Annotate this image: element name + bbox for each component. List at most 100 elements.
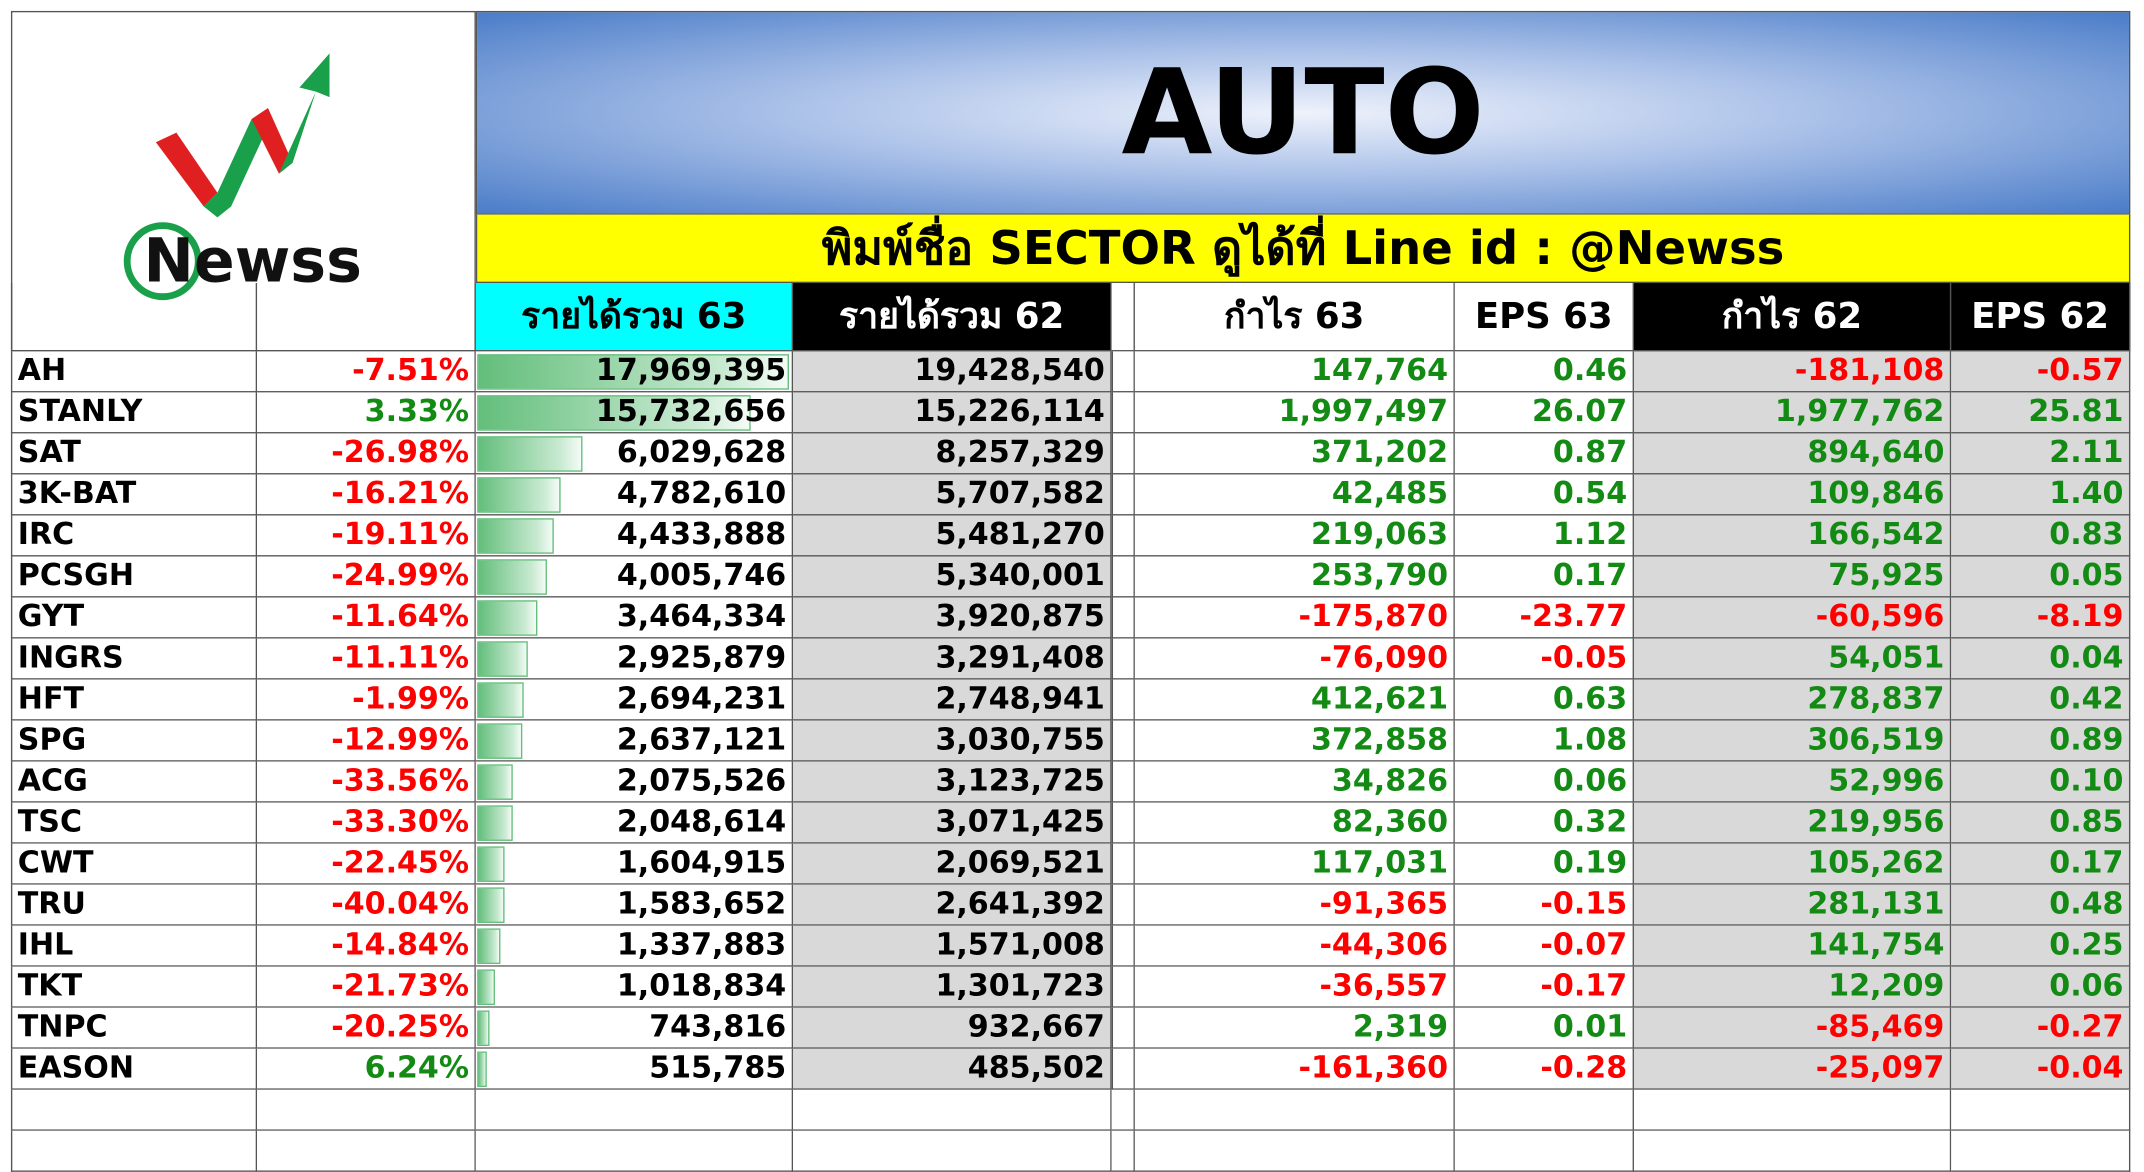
column-header: กำไร 63: [1134, 283, 1455, 352]
cell: -8.19: [1951, 597, 2131, 639]
data-bar: [477, 682, 524, 718]
cell: 0.42: [1951, 679, 2131, 721]
cell: 6,029,628: [475, 433, 794, 475]
cell: 1.12: [1454, 515, 1634, 557]
cell: 0.06: [1951, 966, 2131, 1008]
cell: 25.81: [1951, 392, 2131, 434]
row-name: TRU: [10, 884, 258, 926]
value: -175,870: [1298, 600, 1449, 635]
cell: 3,464,334: [475, 597, 794, 639]
value: 3,291,408: [935, 641, 1105, 676]
data-bar: [477, 1010, 491, 1047]
value: 5,481,270: [935, 518, 1105, 553]
ticker: PCSGH: [17, 559, 135, 594]
cell: 6.24%: [257, 1048, 476, 1090]
data-bar: [477, 887, 505, 923]
value: 3,071,425: [935, 805, 1105, 840]
row-name: GYT: [10, 597, 258, 639]
value: 219,063: [1311, 518, 1449, 553]
value: 2,748,941: [935, 682, 1105, 717]
value: 141,754: [1807, 928, 1945, 963]
value: 117,031: [1311, 846, 1449, 881]
cell: 5,340,001: [793, 556, 1112, 598]
gap: [1111, 966, 1135, 1008]
cell: -21.73%: [257, 966, 476, 1008]
cell: -76,090: [1134, 638, 1455, 680]
cell: -181,108: [1633, 351, 1952, 393]
blank-cell: [793, 1089, 1112, 1131]
cell: 3,920,875: [793, 597, 1112, 639]
cell: -0.05: [1454, 638, 1634, 680]
cell: 515,785: [475, 1048, 794, 1090]
row-name: CWT: [10, 843, 258, 885]
value: -33.30%: [331, 805, 470, 840]
ticker: AH: [17, 354, 67, 389]
cell: -60,596: [1633, 597, 1952, 639]
value: -12.99%: [331, 723, 470, 758]
cell: -20.25%: [257, 1007, 476, 1049]
data-bar: [477, 969, 495, 1006]
value: 19,428,540: [914, 354, 1105, 389]
gap: [1111, 884, 1135, 926]
gap: [1111, 761, 1135, 803]
cell: -175,870: [1134, 597, 1455, 639]
cell: 17,969,395: [475, 351, 794, 393]
value: 2,075,526: [616, 764, 787, 799]
cell: -0.15: [1454, 884, 1634, 926]
gap: [1111, 843, 1135, 885]
ticker: TNPC: [17, 1010, 108, 1045]
value: 6.24%: [364, 1051, 470, 1086]
value: -44,306: [1319, 928, 1449, 963]
value: -161,360: [1298, 1051, 1449, 1086]
value: 105,262: [1807, 846, 1945, 881]
value: 26.07: [1531, 395, 1628, 430]
cell: 15,226,114: [793, 392, 1112, 434]
cell: -23.77: [1454, 597, 1634, 639]
row-name: 3K-BAT: [10, 474, 258, 516]
value: 12,209: [1828, 969, 1945, 1004]
ticker: GYT: [17, 600, 85, 635]
cell: 0.89: [1951, 720, 2131, 762]
cell: 0.63: [1454, 679, 1634, 721]
column-header: รายได้รวม 63: [475, 283, 794, 352]
gap: [1111, 556, 1135, 598]
value: -0.05: [1540, 641, 1628, 676]
value: -20.25%: [331, 1010, 470, 1045]
value: 109,846: [1807, 477, 1945, 512]
data-bar: [477, 559, 547, 595]
cell: 3,030,755: [793, 720, 1112, 762]
cell: -26.98%: [257, 433, 476, 475]
value: -7.51%: [352, 354, 470, 389]
value: 306,519: [1807, 723, 1945, 758]
cell: -7.51%: [257, 351, 476, 393]
ticker: INGRS: [17, 641, 124, 676]
value: 3,030,755: [935, 723, 1105, 758]
cell: 15,732,656: [475, 392, 794, 434]
cell: -44,306: [1134, 925, 1455, 967]
value: 371,202: [1311, 436, 1449, 471]
cell: 306,519: [1633, 720, 1952, 762]
cell: 141,754: [1633, 925, 1952, 967]
value: 2,048,614: [616, 805, 787, 840]
cell: 0.10: [1951, 761, 2131, 803]
cell: -16.21%: [257, 474, 476, 516]
column-header: กำไร 62: [1633, 283, 1952, 352]
gap: [1111, 474, 1135, 516]
cell: 117,031: [1134, 843, 1455, 885]
value: 1,997,497: [1278, 395, 1449, 430]
value: 1.08: [1552, 723, 1628, 758]
cell: -161,360: [1134, 1048, 1455, 1090]
cell: 894,640: [1633, 433, 1952, 475]
value: -60,596: [1815, 600, 1945, 635]
cell: 932,667: [793, 1007, 1112, 1049]
value: 147,764: [1311, 354, 1449, 389]
value: 5,340,001: [935, 559, 1105, 594]
cell: 1,301,723: [793, 966, 1112, 1008]
value: 52,996: [1828, 764, 1945, 799]
blank-cell: [10, 1130, 258, 1172]
cell: 2,925,879: [475, 638, 794, 680]
value: 4,433,888: [616, 518, 787, 553]
data-bar: [477, 723, 523, 759]
logo-text: Newss: [144, 227, 362, 297]
value: 166,542: [1807, 518, 1945, 553]
